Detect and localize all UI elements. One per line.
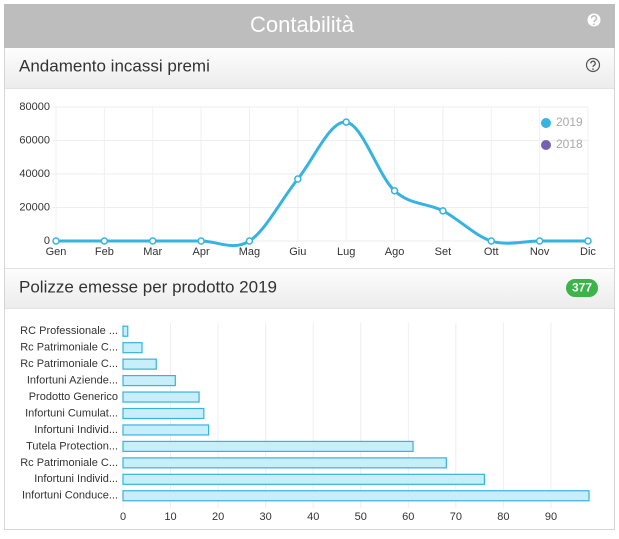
help-icon[interactable] — [587, 13, 601, 27]
x-tick-label: Apr — [193, 246, 210, 258]
x-tick-label: 50 — [355, 511, 367, 523]
y-tick-label: Rc Patrimoniale C... — [20, 457, 118, 469]
y-tick-label: RC Professionale ... — [20, 325, 118, 337]
y-tick-label: 40000 — [19, 168, 50, 180]
bar — [122, 407, 205, 420]
y-tick-label: Infortuni Cumulat... — [25, 407, 118, 419]
legend-label: 2018 — [556, 137, 583, 151]
x-tick-label: 90 — [545, 511, 557, 523]
x-tick-label: 80 — [497, 511, 509, 523]
y-tick-label: Rc Patrimoniale C... — [20, 358, 118, 370]
x-tick-label: 70 — [450, 511, 462, 523]
bar — [122, 358, 157, 370]
y-tick-label: Infortuni Individ... — [34, 473, 118, 485]
bar — [122, 457, 447, 469]
y-tick-label: Infortuni Conduce... — [22, 490, 118, 502]
y-tick-label: Infortuni Aziende... — [27, 374, 118, 386]
y-tick-label: Prodotto Generico — [29, 391, 118, 403]
bar — [122, 424, 210, 436]
bar — [122, 391, 200, 403]
bar — [122, 374, 176, 387]
card-header — [4, 4, 615, 48]
help-icon[interactable] — [585, 57, 601, 73]
data-point — [487, 237, 496, 245]
bar — [122, 473, 485, 485]
x-tick-label: Mag — [239, 246, 260, 258]
y-tick-label: Rc Patrimoniale C... — [20, 342, 118, 354]
data-point — [245, 237, 254, 245]
x-tick-label: Feb — [95, 246, 114, 258]
data-point — [535, 237, 544, 245]
panel-header — [5, 268, 614, 308]
y-tick-label: 80000 — [19, 101, 50, 113]
x-tick-label: Lug — [337, 246, 355, 258]
y-tick-label: 60000 — [19, 134, 50, 146]
bar — [122, 490, 590, 502]
data-point — [390, 187, 399, 195]
data-point — [197, 237, 205, 245]
x-tick-label: Set — [435, 246, 452, 258]
data-point — [294, 175, 302, 183]
x-tick-label: 0 — [120, 511, 126, 523]
data-point — [342, 118, 350, 126]
data-point — [148, 237, 157, 245]
x-tick-label: 40 — [307, 511, 319, 523]
panel-header — [5, 48, 614, 88]
bar — [122, 342, 143, 354]
x-tick-label: Ago — [385, 246, 405, 258]
y-tick-label: 0 — [44, 235, 50, 247]
data-point — [52, 237, 60, 245]
panel-title: Andamento incassi premi — [19, 56, 210, 75]
legend-swatch — [541, 140, 551, 150]
y-tick-label: Tutela Protection... — [26, 440, 118, 452]
data-point — [100, 237, 109, 245]
x-tick-label: Giu — [289, 246, 306, 258]
x-tick-label: Gen — [46, 246, 67, 258]
panel-title: Polizze emesse per prodotto 2019 — [19, 277, 277, 296]
bar — [122, 440, 414, 453]
data-point — [439, 207, 447, 215]
bar — [122, 325, 129, 337]
legend-label: 2019 — [556, 115, 583, 129]
badge-text: 377 — [572, 281, 592, 295]
badge — [566, 279, 598, 297]
x-tick-label: 20 — [212, 511, 224, 523]
x-tick-label: 10 — [164, 511, 176, 523]
y-tick-label: Infortuni Individ... — [34, 424, 118, 436]
x-tick-label: Ott — [484, 246, 499, 258]
x-tick-label: Mar — [143, 246, 162, 258]
x-tick-label: Nov — [530, 246, 550, 258]
card-title: Contabilità — [250, 12, 355, 37]
x-tick-label: 60 — [402, 511, 414, 523]
x-tick-label: 30 — [260, 511, 272, 523]
x-tick-label: Dic — [580, 246, 596, 258]
legend-swatch — [541, 118, 551, 128]
y-tick-label: 20000 — [19, 201, 50, 213]
data-point — [584, 237, 592, 245]
